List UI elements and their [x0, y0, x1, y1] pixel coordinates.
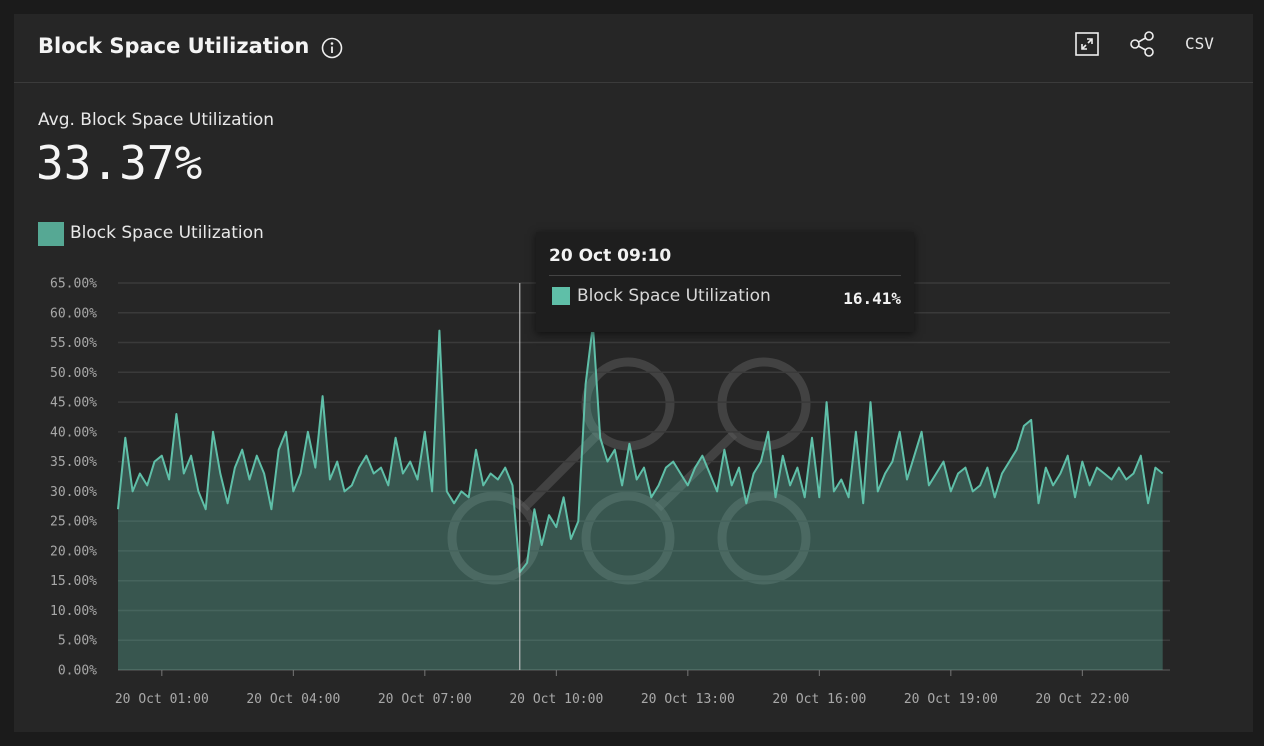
tooltip-series: Block Space Utilization [577, 286, 771, 306]
y-tick-label: 20.00% [50, 544, 97, 559]
line [117, 323, 1164, 574]
x-tick-label: 20 Oct 10:00 [509, 692, 603, 707]
x-tick-label: 20 Oct 13:00 [641, 692, 735, 707]
x-tick-label: 20 Oct 01:00 [115, 692, 209, 707]
y-tick-label: 40.00% [50, 425, 97, 440]
tooltip: 20 Oct 09:10 Block Space Utilization 16.… [536, 232, 914, 332]
stat-value: 33.37% [36, 136, 203, 190]
y-tick-label: 55.00% [50, 336, 97, 351]
y-tick-label: 0.00% [58, 664, 97, 679]
header: Block Space Utilization CSV [14, 14, 1253, 83]
title: Block Space Utilization [38, 34, 310, 58]
y-tick-label: 60.00% [50, 306, 97, 321]
legend-swatch [38, 222, 64, 246]
x-tick-label: 20 Oct 19:00 [904, 692, 998, 707]
y-tick-label: 35.00% [50, 455, 97, 470]
y-tick-label: 25.00% [50, 515, 97, 530]
tooltip-divider [549, 275, 901, 276]
info-icon[interactable] [321, 37, 343, 59]
x-tick-label: 20 Oct 22:00 [1035, 692, 1129, 707]
y-tick-label: 30.00% [50, 485, 97, 500]
expand-icon[interactable] [1075, 32, 1099, 56]
share-icon[interactable] [1129, 30, 1157, 58]
x-tick-label: 20 Oct 07:00 [378, 692, 472, 707]
y-tick-label: 50.00% [50, 366, 97, 381]
y-tick-label: 5.00% [58, 634, 97, 649]
legend-label: Block Space Utilization [70, 223, 264, 243]
x-tick-label: 20 Oct 04:00 [246, 692, 340, 707]
csv-button[interactable]: CSV [1185, 34, 1214, 53]
tooltip-value: 16.41% [843, 289, 901, 308]
area [118, 324, 1163, 670]
y-tick-label: 65.00% [50, 277, 97, 292]
panel: Block Space Utilization CSV Avg. Block S… [14, 14, 1253, 732]
y-tick-label: 45.00% [50, 396, 97, 411]
y-tick-label: 15.00% [50, 574, 97, 589]
tooltip-title: 20 Oct 09:10 [549, 246, 672, 266]
x-tick-label: 20 Oct 16:00 [772, 692, 866, 707]
y-tick-label: 10.00% [50, 604, 97, 619]
chart: Block Space Utilization 0.00% 5.00% 10.00% 1… [38, 222, 1170, 707]
tooltip-swatch [552, 287, 570, 305]
stat-label: Avg. Block Space Utilization [38, 110, 275, 130]
